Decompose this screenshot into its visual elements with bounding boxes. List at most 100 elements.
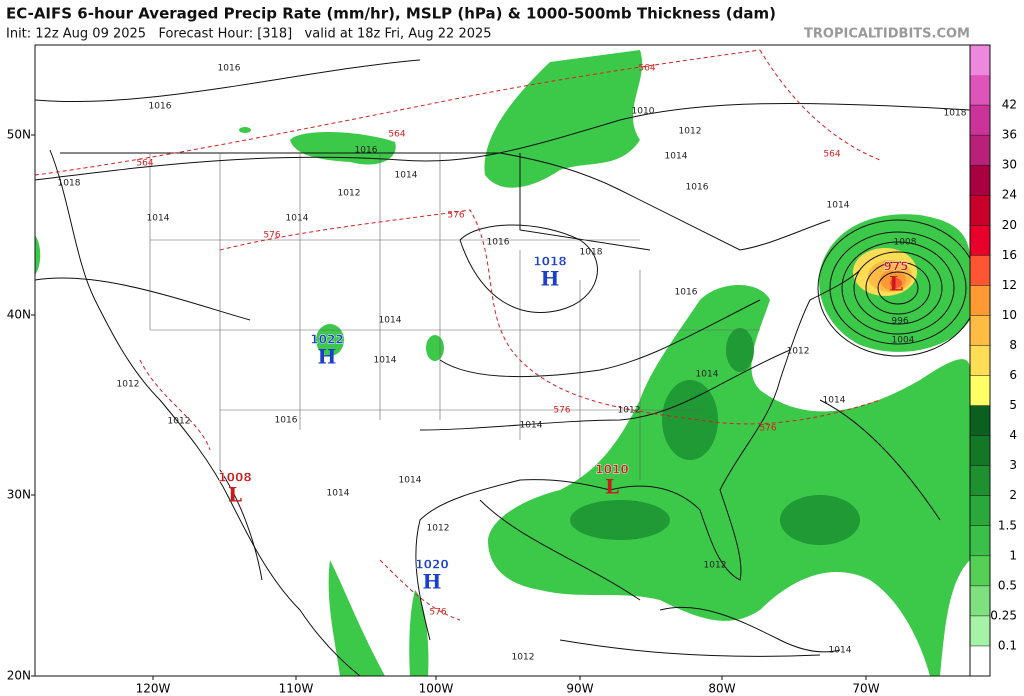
colorbar-swatch: [970, 195, 990, 226]
colorbar-label: 8: [1009, 338, 1017, 352]
isobar-label: 1016: [487, 238, 510, 248]
isobar-label: 1014: [823, 396, 846, 406]
isobar-label: 1014: [374, 356, 397, 366]
isobar-label: 1016: [686, 183, 709, 193]
isobar-label: 1014: [827, 201, 850, 211]
colorbar-label: 3: [1009, 458, 1017, 472]
isobar-label: 1014: [395, 171, 418, 181]
colorbar-label: 36: [1002, 128, 1017, 142]
precip: [35, 50, 970, 676]
thickness-label: 576: [263, 231, 280, 241]
isobar-label: 1012: [117, 380, 140, 390]
isobar-label: 1018: [944, 109, 967, 119]
center-letter: L: [889, 272, 903, 296]
center-pressure: 1008: [218, 471, 251, 485]
colorbar-label: 20: [1002, 218, 1017, 232]
map-body: [35, 45, 970, 676]
colorbar-label: 0.5: [998, 578, 1017, 592]
credit: TROPICALTIDBITS.COM: [804, 27, 970, 42]
isobar-label: 1014: [696, 370, 719, 380]
isobar-label: 1008: [894, 238, 917, 248]
colorbar-swatch: [970, 45, 990, 76]
colorbar-label: 5: [1009, 398, 1017, 412]
lon-label: 120W: [136, 682, 171, 696]
colorbar-swatch: [970, 435, 990, 466]
center-pressure: 1010: [595, 463, 628, 477]
isobar-label: 1004: [892, 336, 915, 346]
thickness-label: 576: [429, 608, 446, 618]
colorbar-swatch: [970, 405, 990, 436]
isobar-label: 1014: [327, 489, 350, 499]
isobar-label: 1016: [149, 102, 172, 112]
isobar-label: 1012: [704, 561, 727, 571]
title: EC-AIFS 6-hour Averaged Precip Rate (mm/…: [6, 5, 776, 23]
colorbar-label: 30: [1002, 158, 1017, 172]
colorbar-label: 12: [1002, 278, 1017, 292]
isobar-label: 1014: [286, 214, 309, 224]
lat-label: 40N: [7, 308, 31, 322]
thickness-label: 564: [136, 159, 153, 169]
colorbar-swatch: [970, 285, 990, 316]
lat-label: 20N: [7, 669, 31, 683]
colorbar-label: 10: [1002, 308, 1017, 322]
thickness-label: 564: [823, 150, 840, 160]
isobar-label: 1012: [168, 417, 191, 427]
isobar-label: 1014: [520, 421, 543, 431]
colorbar-swatch: [970, 525, 990, 556]
colorbar-swatch: [970, 375, 990, 406]
isobar-label: 1018: [58, 179, 81, 189]
colorbar-swatch: [970, 585, 990, 616]
thickness-label: 576: [447, 211, 464, 221]
thickness-lines: [35, 49, 881, 621]
center-pressure: 1018: [533, 255, 566, 269]
center-letter: L: [228, 483, 242, 507]
colorbar-swatch: [970, 255, 990, 286]
center-pressure: 1020: [415, 558, 448, 572]
colorbar-swatch: [970, 315, 990, 346]
colorbar-swatch: [970, 615, 990, 646]
coastlines: [49, 149, 861, 676]
center-letter: H: [318, 345, 337, 369]
isobar-label: 1014: [399, 476, 422, 486]
isobar-label: 1012: [427, 524, 450, 534]
isobar-label: 1014: [665, 152, 688, 162]
colorbar-swatch: [970, 555, 990, 586]
lon-label: 70W: [852, 682, 879, 696]
colorbar-label: 24: [1002, 188, 1017, 202]
isobar-label: 1016: [218, 64, 241, 74]
center-letter: H: [541, 267, 560, 291]
center-letter: L: [605, 475, 619, 499]
thickness-label: 564: [638, 64, 655, 74]
isobar-label: 1014: [379, 316, 402, 326]
lat-label: 30N: [7, 488, 31, 502]
lon-label: 80W: [708, 682, 735, 696]
colorbar-label: 0.1: [998, 638, 1017, 652]
isobar-label: 1014: [147, 214, 170, 224]
isobar-label: 1012: [618, 406, 641, 416]
colorbar-swatch: [970, 465, 990, 496]
colorbar-swatch: [970, 165, 990, 196]
lon-label: 100W: [419, 682, 454, 696]
center-pressure: 975: [883, 260, 908, 274]
isobar-label: 1016: [355, 146, 378, 156]
isobar-label: 1012: [338, 189, 361, 199]
colorbar-label: 2: [1009, 488, 1017, 502]
thickness-label: 576: [759, 424, 776, 434]
isobars: [35, 59, 970, 657]
low-isobars: [817, 219, 970, 357]
colorbar-label: 1.5: [998, 518, 1017, 532]
thickness-label: 564: [388, 130, 405, 140]
isobar-label: 1018: [580, 248, 603, 258]
thickness-label: 576: [553, 406, 570, 416]
colorbar-label: 42: [1002, 98, 1017, 112]
colorbar-swatch: [970, 135, 990, 166]
isobar-label: 1016: [275, 416, 298, 426]
isobar-label: 1012: [679, 127, 702, 137]
colorbar-swatch: [970, 645, 990, 676]
colorbar-label: 16: [1002, 248, 1017, 262]
precip-heavy: [570, 328, 860, 545]
isobar-label: 1012: [787, 347, 810, 357]
isobar-label: 996: [891, 317, 908, 327]
isobar-label: 1014: [829, 646, 852, 656]
